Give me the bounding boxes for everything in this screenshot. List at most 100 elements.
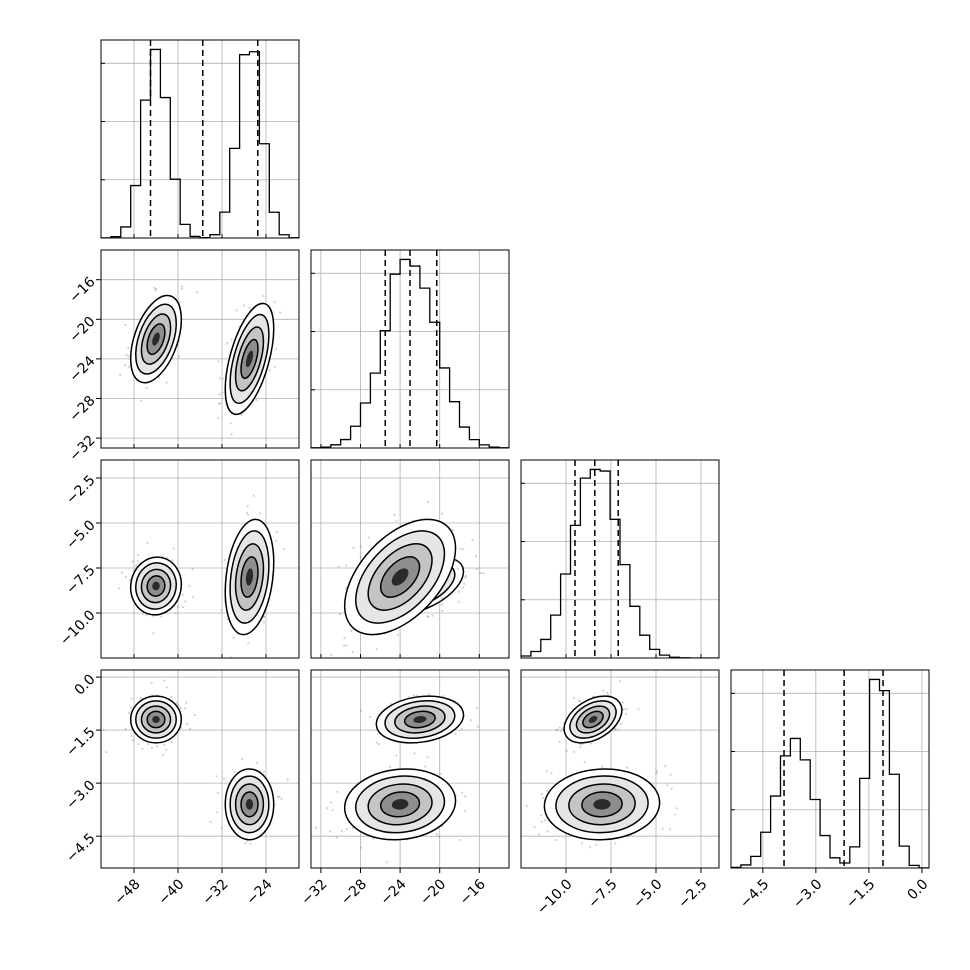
plot-area: [311, 460, 509, 658]
axis-frame: [310, 249, 510, 449]
x-tick-label: −20: [417, 876, 449, 908]
axis-frame: [100, 249, 300, 449]
density-level-4: [593, 799, 611, 810]
contour-1: [354, 530, 446, 624]
contour-1: [354, 775, 446, 834]
contour-0: [224, 768, 275, 841]
panel-2-3: −10.0 −7.5 −5.0 −2.5: [520, 669, 720, 918]
contour-2: [394, 705, 446, 734]
contour-2: [568, 783, 636, 826]
x-tick-label: −28: [338, 876, 370, 908]
axis-frame: [310, 459, 510, 659]
hist-panel-0: [100, 39, 300, 239]
contour-3: [146, 710, 166, 729]
contour-0: [129, 695, 183, 744]
contour-3: [240, 791, 259, 818]
y-tick-label: −32: [66, 432, 98, 464]
x-tick-label: −48: [111, 876, 143, 908]
axis-frame: [520, 459, 720, 659]
y-tick-label: −2.5: [63, 472, 98, 507]
density-level-4: [152, 715, 160, 724]
y-tick-label: −20: [66, 314, 98, 346]
axis-frame: [100, 669, 300, 869]
y-tick-label: −1.5: [63, 724, 98, 759]
contour-2: [367, 543, 433, 611]
contour-0: [224, 518, 275, 636]
x-tick-label: −40: [155, 876, 187, 908]
y-tick-label: −10.0: [57, 607, 99, 649]
x-tick-label: −5.0: [630, 876, 665, 911]
plot-area: [731, 670, 929, 868]
axis-frame: [310, 669, 510, 869]
axis-frame: [730, 669, 930, 869]
contour-2: [140, 568, 172, 604]
panel-0-3: −4.5 −3.0 −1.5 0.0 −48 −40 −32 −24: [63, 669, 300, 909]
contour-0: [375, 695, 465, 744]
density-level-4: [245, 568, 254, 586]
axis-frame: [520, 669, 720, 869]
plot-area: [101, 460, 299, 658]
y-tick-label: −28: [66, 393, 98, 425]
density-level-4: [245, 799, 254, 810]
contour-2: [234, 543, 265, 611]
plot-area: [521, 460, 719, 658]
contour-1: [384, 700, 456, 739]
hist-panel-1: [310, 249, 510, 449]
density-level-4: [152, 581, 160, 591]
contour-0: [129, 556, 183, 616]
y-tick-label: −24: [66, 353, 98, 385]
contour-0: [343, 518, 457, 636]
y-tick-label: −16: [66, 274, 98, 306]
contour-2: [367, 783, 433, 826]
density-level-4: [588, 715, 598, 724]
density-level-4: [391, 799, 409, 810]
x-tick-label: −3.0: [790, 876, 825, 911]
hist-panel-2: [520, 459, 720, 659]
y-tick-label: −5.0: [63, 517, 98, 552]
contour-3: [240, 338, 259, 380]
plot-area: [311, 250, 509, 448]
axis-frame: [100, 39, 300, 239]
y-tick-label: −4.5: [63, 831, 98, 866]
density-level-4: [413, 715, 427, 724]
x-tick-label: −7.5: [585, 876, 620, 911]
density-level-4: [152, 332, 160, 346]
contour-2: [140, 313, 172, 365]
x-tick-label: −32: [199, 876, 231, 908]
contour-0: [543, 768, 661, 841]
hist-panel-3: −4.5 −3.0 −1.5 0.0: [730, 669, 932, 912]
plot-area: [101, 40, 299, 238]
contour-1: [229, 313, 270, 405]
contour-1: [135, 562, 177, 610]
contour-3: [146, 323, 166, 356]
contour-3: [581, 791, 623, 818]
contour-2: [234, 783, 265, 826]
y-tick-label: 0.0: [72, 671, 99, 698]
x-tick-label: −1.5: [843, 876, 878, 911]
contour-3: [379, 791, 421, 818]
plot-area: [311, 670, 509, 868]
contour-1: [229, 775, 270, 834]
contour-3: [582, 710, 604, 729]
plot-area: [101, 250, 299, 448]
histogram-0: [101, 48, 299, 238]
x-tick-label: −24: [243, 876, 275, 908]
panel-0-1: −32 −28 −24 −20 −16: [66, 249, 300, 465]
plot-area: [521, 670, 719, 868]
x-tick-label: 0.0: [904, 876, 931, 903]
plot-area: [101, 670, 299, 868]
contour-2: [575, 705, 611, 734]
x-tick-label: −10.0: [534, 876, 576, 918]
y-tick-label: −3.0: [63, 777, 98, 812]
contour-2: [234, 326, 265, 392]
x-tick-label: −16: [457, 876, 489, 908]
density-level-4: [245, 350, 254, 368]
contour-2: [140, 705, 172, 734]
panel-1-3: −32 −28 −24 −20 −16: [298, 669, 510, 909]
contour-0: [129, 294, 183, 384]
contour-3: [379, 556, 421, 598]
contour-1: [569, 700, 617, 739]
contour-3: [146, 575, 166, 597]
x-tick-label: −24: [378, 876, 410, 908]
